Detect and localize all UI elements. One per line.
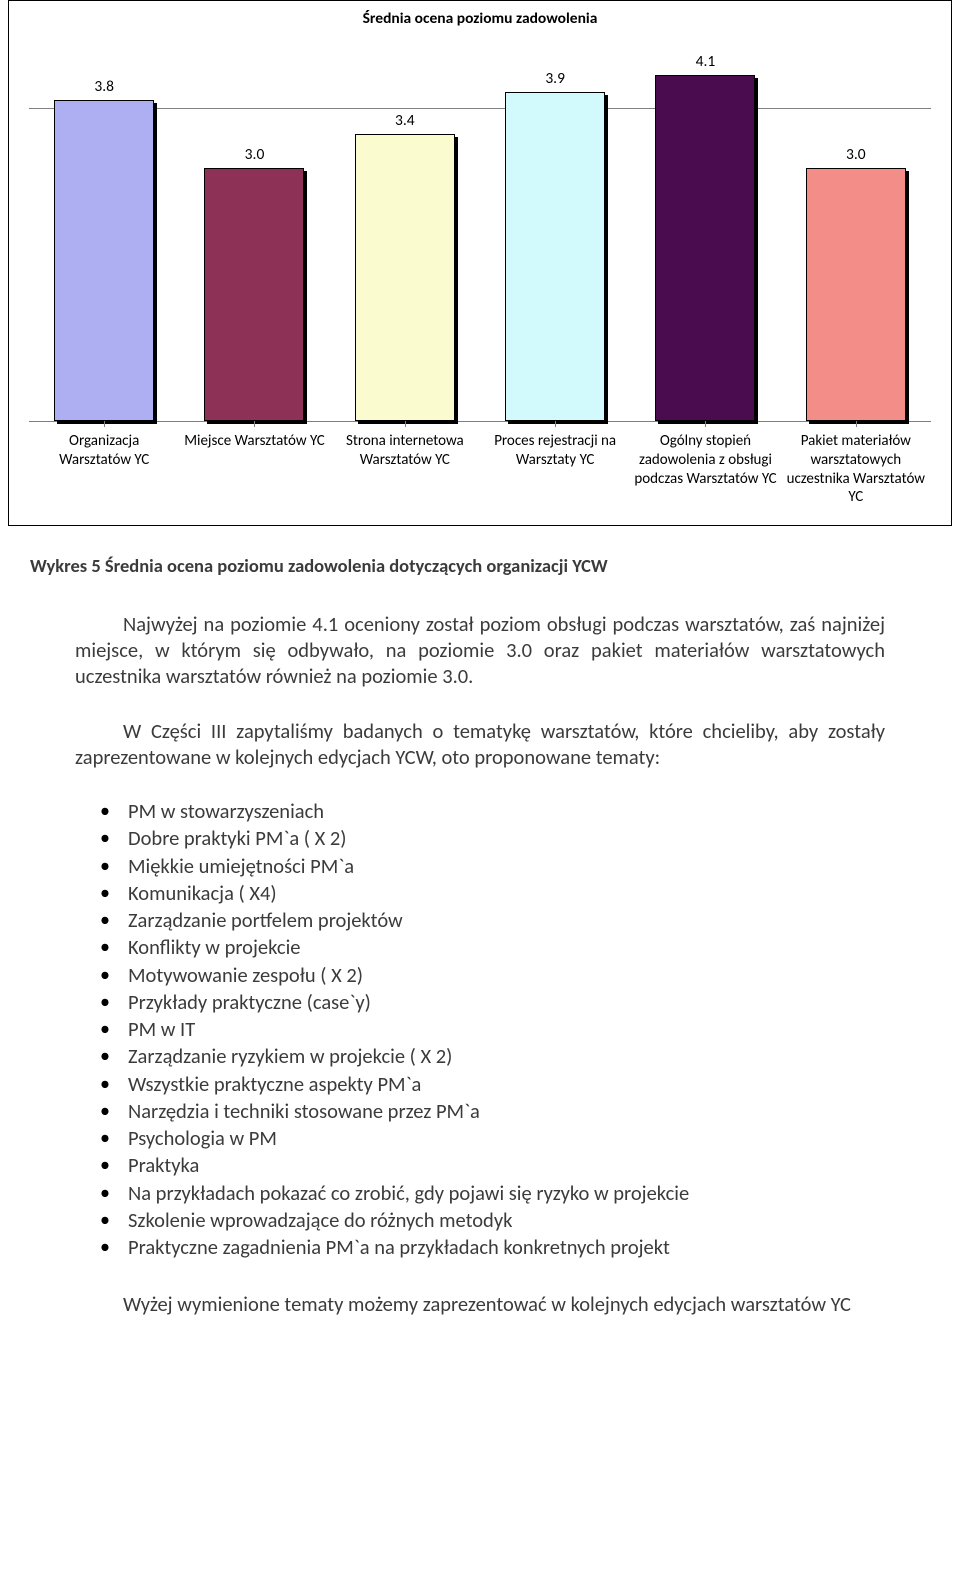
- category-label: Strona internetowa Warsztatów YC: [330, 432, 480, 507]
- bar: [505, 92, 605, 421]
- list-item: Dobre praktyki PM`a ( X 2): [100, 825, 885, 852]
- chart-title: Średnia ocena poziomu zadowolenia: [17, 9, 943, 28]
- category-axis: Organizacja Warsztatów YCMiejsce Warszta…: [29, 432, 931, 507]
- list-item: PM w stowarzyszeniach: [100, 798, 885, 825]
- axis-tick: [555, 421, 556, 427]
- category-label: Organizacja Warsztatów YC: [29, 432, 179, 507]
- axis-tick: [856, 421, 857, 427]
- bar: [806, 168, 906, 421]
- bar-value-label: 3.8: [29, 77, 179, 96]
- list-item: Motywowanie zespołu ( X 2): [100, 962, 885, 989]
- category-label: Proces rejestracji na Warsztaty YC: [480, 432, 630, 507]
- list-item: Przykłady praktyczne (case`y): [100, 989, 885, 1016]
- bar-slot: 3.9: [480, 42, 630, 421]
- list-item: Wszystkie praktyczne aspekty PM`a: [100, 1071, 885, 1098]
- bar-slot: 3.0: [179, 42, 329, 421]
- bar-value-label: 3.0: [179, 145, 329, 164]
- bar: [355, 134, 455, 421]
- category-label: Pakiet materiałów warsztatowych uczestni…: [781, 432, 931, 507]
- list-item: Miękkie umiejętności PM`a: [100, 853, 885, 880]
- list-item: Konflikty w projekcie: [100, 934, 885, 961]
- list-item: Narzędzia i techniki stosowane przez PM`…: [100, 1098, 885, 1125]
- list-item: Zarządzanie ryzykiem w projekcie ( X 2): [100, 1043, 885, 1070]
- bar-slot: 3.0: [781, 42, 931, 421]
- satisfaction-chart: Średnia ocena poziomu zadowolenia 3.8 3.0…: [8, 0, 952, 526]
- bar-value-label: 3.0: [781, 145, 931, 164]
- bar-value-label: 4.1: [630, 52, 780, 71]
- bar-slot: 3.4: [330, 42, 480, 421]
- bar-value-label: 3.9: [480, 69, 630, 88]
- bar: [54, 100, 154, 421]
- bar: [655, 75, 755, 421]
- list-item: Na przykładach pokazać co zrobić, gdy po…: [100, 1180, 885, 1207]
- category-label: Miejsce Warsztatów YC: [179, 432, 329, 507]
- list-item: Komunikacja ( X4): [100, 880, 885, 907]
- list-item: Praktyka: [100, 1152, 885, 1179]
- axis-tick: [705, 421, 706, 427]
- bars-row: 3.83.03.43.94.13.0: [29, 42, 931, 421]
- list-item: Szkolenie wprowadzające do różnych metod…: [100, 1207, 885, 1234]
- topics-list: PM w stowarzyszeniachDobre praktyki PM`a…: [100, 798, 885, 1261]
- plot-area: 3.83.03.43.94.13.0: [29, 42, 931, 422]
- paragraph-1: Najwyżej na poziomie 4.1 oceniony został…: [75, 611, 885, 690]
- bar-value-label: 3.4: [330, 111, 480, 130]
- bar-slot: 3.8: [29, 42, 179, 421]
- category-label: Ogólny stopień zadowolenia z obsługi pod…: [630, 432, 780, 507]
- axis-tick: [104, 421, 105, 427]
- paragraph-2: W Części III zapytaliśmy badanych o tema…: [75, 718, 885, 770]
- footer-paragraph: Wyżej wymienione tematy możemy zaprezent…: [75, 1291, 885, 1317]
- list-item: Zarządzanie portfelem projektów: [100, 907, 885, 934]
- bar-slot: 4.1: [630, 42, 780, 421]
- axis-tick: [254, 421, 255, 427]
- list-item: Praktyczne zagadnienia PM`a na przykłada…: [100, 1234, 885, 1261]
- list-item: Psychologia w PM: [100, 1125, 885, 1152]
- bar: [204, 168, 304, 421]
- axis-tick: [405, 421, 406, 427]
- figure-caption: Wykres 5 Średnia ocena poziomu zadowolen…: [30, 554, 930, 577]
- list-item: PM w IT: [100, 1016, 885, 1043]
